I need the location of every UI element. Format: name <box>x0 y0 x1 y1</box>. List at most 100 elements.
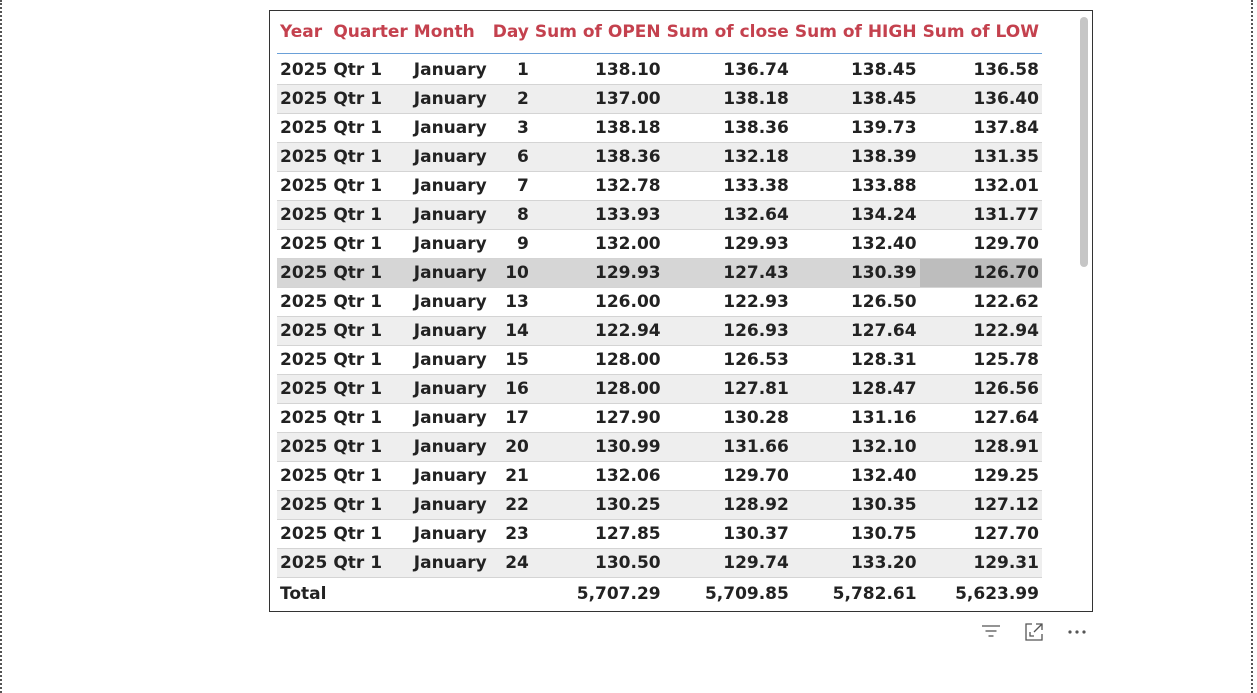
column-header-quarter[interactable]: Quarter <box>330 11 411 54</box>
cell-low[interactable]: 126.56 <box>919 374 1042 404</box>
cell-close[interactable]: 129.74 <box>663 548 792 578</box>
cell-quarter[interactable]: Qtr 1 <box>330 53 411 85</box>
cell-close[interactable]: 132.64 <box>663 200 792 230</box>
cell-month[interactable]: January <box>410 84 490 114</box>
cell-quarter[interactable]: Qtr 1 <box>330 490 411 520</box>
cell-quarter[interactable]: Qtr 1 <box>330 84 411 114</box>
table-row[interactable]: 2025 Qtr 1 January 3 138.18 138.36 139.73 137.8… <box>277 113 1042 143</box>
cell-month[interactable]: January <box>410 171 490 201</box>
cell-open[interactable]: 126.00 <box>531 287 664 317</box>
cell-day[interactable]: 1 <box>489 53 532 85</box>
table-row[interactable]: 2025 Qtr 1 January 13 126.00 122.93 126.50 122.… <box>277 287 1042 317</box>
cell-quarter[interactable]: Qtr 1 <box>330 316 411 346</box>
cell-low[interactable]: 125.78 <box>919 345 1042 375</box>
cell-low[interactable]: 136.58 <box>919 53 1042 85</box>
column-header-year[interactable]: Year <box>277 11 331 54</box>
cell-low[interactable]: 131.77 <box>919 200 1042 230</box>
cell-day[interactable]: 15 <box>489 345 532 375</box>
cell-day[interactable]: 8 <box>489 200 532 230</box>
table-row[interactable]: 2025 Qtr 1 January 10 129.93 127.43 130.39 126.… <box>277 258 1042 288</box>
cell-day[interactable]: 24 <box>489 548 532 578</box>
cell-month[interactable]: January <box>410 113 490 143</box>
cell-close[interactable]: 130.37 <box>663 519 792 549</box>
cell-day[interactable]: 21 <box>489 461 532 491</box>
cell-low[interactable]: 136.40 <box>919 84 1042 114</box>
cell-close[interactable]: 127.43 <box>663 258 792 288</box>
cell-low[interactable]: 129.70 <box>919 229 1042 259</box>
cell-month[interactable]: January <box>410 142 490 172</box>
more-options-button[interactable] <box>1064 619 1090 645</box>
column-header-low[interactable]: Sum of LOW <box>919 11 1042 54</box>
cell-quarter[interactable]: Qtr 1 <box>330 171 411 201</box>
cell-quarter[interactable]: Qtr 1 <box>330 461 411 491</box>
vertical-scrollbar[interactable] <box>1080 17 1088 267</box>
cell-high[interactable]: 138.45 <box>791 84 920 114</box>
cell-quarter[interactable]: Qtr 1 <box>330 142 411 172</box>
cell-low[interactable]: 127.64 <box>919 403 1042 433</box>
cell-quarter[interactable]: Qtr 1 <box>330 229 411 259</box>
table-row[interactable]: 2025 Qtr 1 January 2 137.00 138.18 138.45 136.4… <box>277 84 1042 114</box>
cell-year[interactable]: 2025 <box>277 345 331 375</box>
cell-high[interactable]: 130.39 <box>791 258 920 288</box>
cell-close[interactable]: 126.93 <box>663 316 792 346</box>
table-row[interactable]: 2025 Qtr 1 January 8 133.93 132.64 134.24 131.7… <box>277 200 1042 230</box>
cell-day[interactable]: 14 <box>489 316 532 346</box>
cell-high[interactable]: 133.20 <box>791 548 920 578</box>
cell-year[interactable]: 2025 <box>277 53 331 85</box>
table-row[interactable]: 2025 Qtr 1 January 22 130.25 128.92 130.35 127.… <box>277 490 1042 520</box>
cell-month[interactable]: January <box>410 432 490 462</box>
cell-close[interactable]: 136.74 <box>663 53 792 85</box>
cell-year[interactable]: 2025 <box>277 142 331 172</box>
cell-year[interactable]: 2025 <box>277 374 331 404</box>
table-row[interactable]: 2025 Qtr 1 January 21 132.06 129.70 132.40 129.… <box>277 461 1042 491</box>
cell-year[interactable]: 2025 <box>277 200 331 230</box>
cell-low[interactable]: 129.31 <box>919 548 1042 578</box>
cell-high[interactable]: 130.35 <box>791 490 920 520</box>
cell-close[interactable]: 133.38 <box>663 171 792 201</box>
table-row[interactable]: 2025 Qtr 1 January 9 132.00 129.93 132.40 129.7… <box>277 229 1042 259</box>
cell-month[interactable]: January <box>410 345 490 375</box>
cell-day[interactable]: 10 <box>489 258 532 288</box>
column-header-high[interactable]: Sum of HIGH <box>791 11 920 54</box>
cell-high[interactable]: 126.50 <box>791 287 920 317</box>
cell-open[interactable]: 122.94 <box>531 316 664 346</box>
filter-button[interactable] <box>978 619 1004 645</box>
cell-year[interactable]: 2025 <box>277 171 331 201</box>
cell-close[interactable]: 129.70 <box>663 461 792 491</box>
table-row[interactable]: 2025 Qtr 1 January 6 138.36 132.18 138.39 131.3… <box>277 142 1042 172</box>
cell-year[interactable]: 2025 <box>277 548 331 578</box>
cell-close[interactable]: 126.53 <box>663 345 792 375</box>
cell-year[interactable]: 2025 <box>277 113 331 143</box>
cell-high[interactable]: 128.31 <box>791 345 920 375</box>
cell-high[interactable]: 128.47 <box>791 374 920 404</box>
cell-open[interactable]: 138.18 <box>531 113 664 143</box>
cell-day[interactable]: 16 <box>489 374 532 404</box>
cell-day[interactable]: 23 <box>489 519 532 549</box>
cell-high[interactable]: 130.75 <box>791 519 920 549</box>
cell-day[interactable]: 17 <box>489 403 532 433</box>
cell-low[interactable]: 137.84 <box>919 113 1042 143</box>
cell-open[interactable]: 138.10 <box>531 53 664 85</box>
cell-month[interactable]: January <box>410 258 490 288</box>
cell-open[interactable]: 130.50 <box>531 548 664 578</box>
cell-year[interactable]: 2025 <box>277 519 331 549</box>
cell-month[interactable]: January <box>410 53 490 85</box>
cell-year[interactable]: 2025 <box>277 84 331 114</box>
total-row[interactable]: Total 5,707.29 5,709.85 5,782.61 5,623.9… <box>277 577 1042 609</box>
cell-year[interactable]: 2025 <box>277 229 331 259</box>
table-row[interactable]: 2025 Qtr 1 January 20 130.99 131.66 132.10 128.… <box>277 432 1042 462</box>
table-row[interactable]: 2025 Qtr 1 January 1 138.10 136.74 138.45 136.5… <box>277 53 1042 85</box>
cell-month[interactable]: January <box>410 316 490 346</box>
cell-open[interactable]: 128.00 <box>531 374 664 404</box>
cell-day[interactable]: 13 <box>489 287 532 317</box>
cell-close[interactable]: 138.36 <box>663 113 792 143</box>
cell-month[interactable]: January <box>410 229 490 259</box>
cell-day[interactable]: 3 <box>489 113 532 143</box>
column-header-day[interactable]: Day <box>489 11 532 54</box>
cell-close[interactable]: 130.28 <box>663 403 792 433</box>
cell-low[interactable]: 132.01 <box>919 171 1042 201</box>
cell-year[interactable]: 2025 <box>277 461 331 491</box>
cell-close[interactable]: 128.92 <box>663 490 792 520</box>
cell-low[interactable]: 126.70 <box>919 258 1042 288</box>
cell-year[interactable]: 2025 <box>277 258 331 288</box>
